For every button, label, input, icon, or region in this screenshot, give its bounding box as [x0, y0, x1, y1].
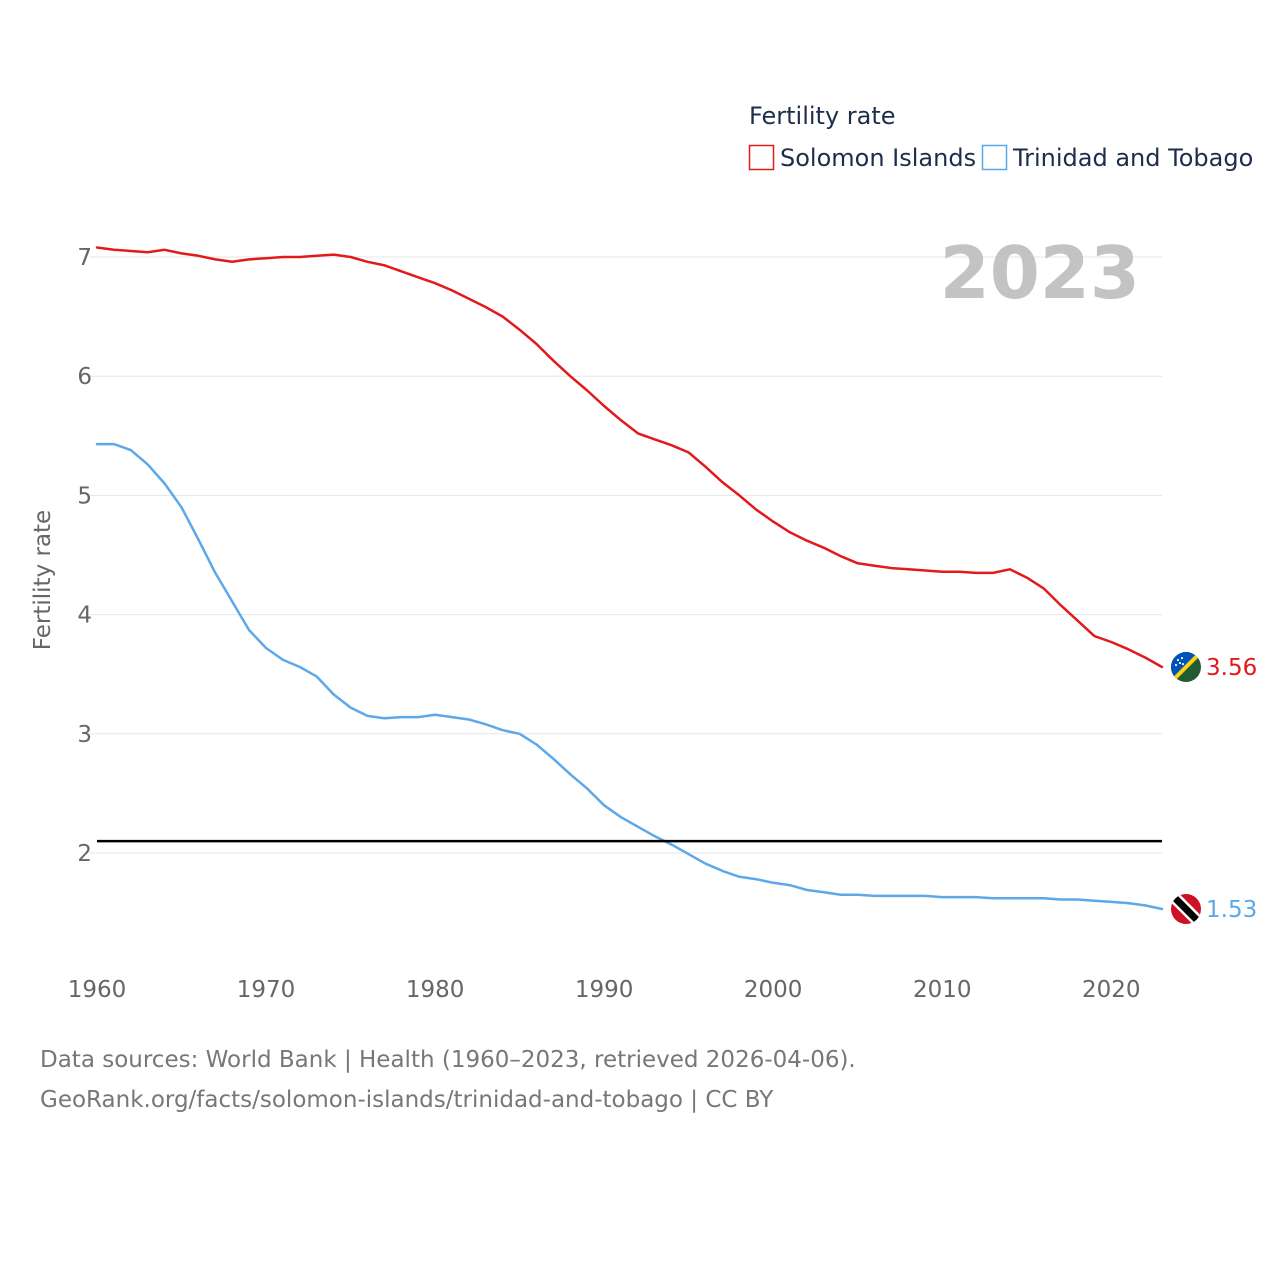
solomon-islands-flag-icon: [1171, 652, 1201, 683]
source-footer: Data sources: World Bank | Health (1960–…: [40, 1040, 1240, 1120]
legend-item-trinidad-and-tobago[interactable]: Trinidad and Tobago: [981, 144, 1254, 172]
attribution-line[interactable]: GeoRank.org/facts/solomon-islands/trinid…: [40, 1087, 774, 1113]
legend-swatch-solomon-islands: [748, 144, 775, 171]
legend-item-solomon-islands[interactable]: Solomon Islands: [748, 144, 977, 172]
series-end-markers: 3.56 1.53: [1171, 652, 1257, 925]
x-tick-label: 2000: [744, 977, 803, 1003]
end-value-label-solomon-islands: 3.56: [1206, 655, 1257, 681]
y-axis-ticks: 2 3 4 5 6 7: [77, 245, 92, 867]
series-line-solomon-islands: [95, 246, 1164, 669]
legend-swatch-trinidad-and-tobago: [981, 144, 1008, 171]
x-tick-label: 1970: [237, 977, 296, 1003]
year-label: 2023: [940, 231, 1140, 315]
y-tick-label: 2: [77, 841, 92, 867]
x-tick-label: 1980: [406, 977, 465, 1003]
series-lines: [95, 246, 1164, 911]
legend: Fertility rate Solomon Islands Trinidad …: [748, 102, 1254, 172]
y-tick-label: 7: [77, 245, 92, 271]
x-tick-label: 1990: [575, 977, 634, 1003]
y-tick-label: 6: [77, 364, 92, 390]
x-tick-label: 2020: [1082, 977, 1141, 1003]
legend-label-solomon-islands: Solomon Islands: [780, 144, 976, 172]
legend-title: Fertility rate: [749, 102, 896, 130]
source-line: Data sources: World Bank | Health (1960–…: [40, 1047, 856, 1073]
y-tick-label: 4: [77, 603, 92, 629]
series-line-trinidad-and-tobago: [95, 442, 1164, 911]
legend-label-trinidad-and-tobago: Trinidad and Tobago: [1012, 144, 1253, 172]
y-axis-title: Fertility rate: [30, 510, 56, 650]
x-axis-ticks: 1960 1970 1980 1990 2000 2010 2020: [68, 977, 1141, 1003]
fertility-rate-chart: 2 3 4 5 6 7 1960 1970 1980 1990 2000 2010 2020 Fert…: [30, 102, 1257, 1003]
x-tick-label: 2010: [913, 977, 972, 1003]
y-tick-label: 5: [77, 483, 92, 509]
trinidad-and-tobago-flag-icon: [1171, 894, 1201, 925]
x-tick-label: 1960: [68, 977, 127, 1003]
grid-lines: [90, 256, 1162, 854]
end-value-label-trinidad-and-tobago: 1.53: [1206, 897, 1257, 923]
y-tick-label: 3: [77, 722, 92, 748]
